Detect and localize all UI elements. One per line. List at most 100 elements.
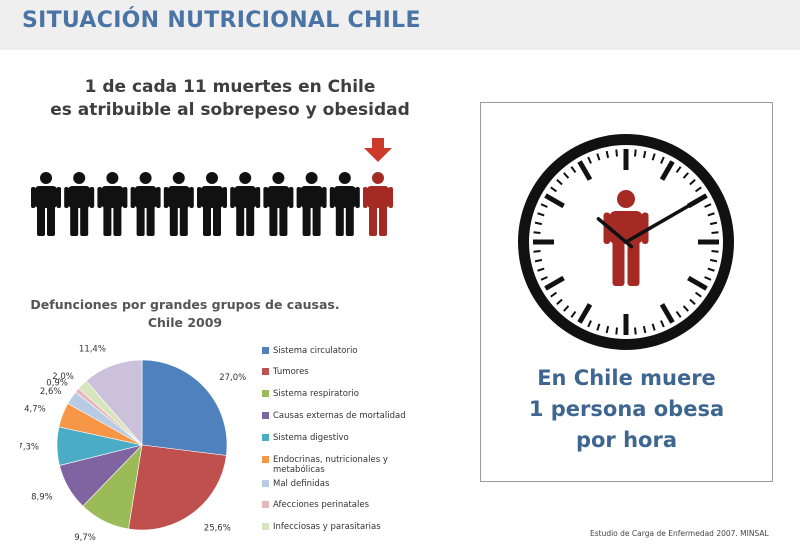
clock-minute-tick [563, 172, 570, 179]
clock-minute-tick [550, 291, 558, 298]
clock-minute-tick [534, 221, 543, 226]
clock-hour-tick [544, 193, 565, 209]
legend-swatch [262, 523, 269, 530]
clock-minute-tick [615, 149, 619, 157]
person-icon [163, 172, 194, 236]
down-arrow-icon [364, 138, 392, 162]
clock-hour-tick [687, 275, 708, 291]
clock-minute-tick [651, 153, 656, 161]
person-icon [197, 172, 227, 236]
legend-label: Tumores [273, 367, 309, 377]
clock-minute-tick [704, 276, 712, 281]
pie-data-label-1: 25,6% [204, 523, 231, 533]
clock-minute-tick [563, 305, 570, 312]
clock-minute-tick [533, 231, 541, 235]
clock-caption-line-3: por hora [575, 428, 678, 452]
legend-swatch [262, 480, 269, 487]
clock-minute-tick [694, 186, 702, 193]
pie-data-label-2: 9,7% [74, 533, 96, 543]
pie-chart-title-line-2: Chile 2009 [147, 315, 223, 330]
clock-minute-tick [537, 267, 545, 272]
person-icon [130, 172, 161, 236]
clock-minute-tick [660, 320, 665, 328]
pie-data-label-5: 4,7% [24, 404, 46, 414]
pie-data-label-9: 11,4% [79, 345, 106, 355]
clock-minute-tick [570, 166, 577, 174]
pie-data-label-0: 27,0% [219, 373, 246, 383]
legend-label: Endocrinas, nutricionales y metabólicas [273, 455, 388, 475]
pie-slice-1 [128, 444, 227, 531]
legend-swatch [262, 434, 269, 441]
clock-minute-tick [707, 212, 715, 217]
clock-minute-tick [556, 298, 563, 305]
clock-panel: En Chile muere 1 persona obesa por hora [480, 102, 773, 482]
clock-hour-tick [577, 303, 593, 324]
legend-label: Sistema circulatorio [273, 346, 358, 356]
clock-minute-tick [711, 249, 719, 253]
clock-minute-tick [682, 172, 689, 179]
clock-minute-tick [534, 258, 543, 263]
clock-minute-tick [615, 327, 619, 335]
clock-minute-tick [704, 203, 712, 208]
clock-minute-tick [689, 298, 696, 305]
clock-minute-tick [570, 310, 577, 318]
clock-minute-tick [711, 231, 719, 235]
clock-caption: En Chile muere 1 persona obesa por hora [481, 363, 772, 456]
clock-minute-tick [533, 249, 541, 253]
headline-line-2: es atribuible al sobrepeso y obesidad [50, 100, 410, 120]
clock-hour-hand [596, 217, 634, 249]
person-icon [97, 172, 128, 236]
legend-label: Afecciones perinatales [273, 500, 370, 510]
clock-minute-tick [660, 156, 665, 164]
clock-minute-tick [596, 153, 601, 161]
clock-minute-tick [694, 291, 702, 298]
clock-minute-tick [709, 221, 718, 226]
headline: 1 de cada 11 muertes en Chile es atribui… [20, 76, 440, 122]
clock-minute-tick [540, 276, 548, 281]
clock-minute-tick [540, 203, 548, 208]
source-note: Estudio de Carga de Enfermedad 2007. MIN… [590, 529, 769, 538]
legend-swatch [262, 412, 269, 419]
pie-slice-9 [85, 359, 143, 446]
headline-line-1: 1 de cada 11 muertes en Chile [84, 77, 376, 97]
clock-minute-tick [605, 325, 610, 334]
pie-data-label-3: 8,9% [31, 492, 53, 502]
page-title: SITUACIÓN NUTRICIONAL CHILE [22, 8, 421, 33]
header-bar: SITUACIÓN NUTRICIONAL CHILE [0, 0, 800, 50]
pie-data-label-8: 2,0% [52, 372, 74, 382]
legend-swatch [262, 368, 269, 375]
legend-label: Sistema respiratorio [273, 389, 359, 399]
person-icon [296, 172, 327, 236]
legend-label: Mal definidas [273, 479, 330, 489]
clock-minute-tick [633, 327, 637, 335]
clock-minute-tick [596, 323, 601, 331]
clock-minute-tick [550, 186, 558, 193]
pie-data-label-6: 2,6% [40, 387, 62, 397]
clock-minute-tick [556, 179, 563, 186]
pie-chart-title-line-1: Defunciones por grandes grupos de causas… [30, 297, 340, 312]
person-icon [64, 172, 95, 236]
clock-minute-tick [642, 150, 647, 159]
pie-slice-0 [141, 359, 228, 456]
person-icon [230, 172, 261, 236]
pie-data-label-4: 7,3% [20, 442, 39, 452]
clock-caption-line-2: 1 persona obesa [528, 397, 725, 421]
clock-minute-tick [651, 323, 656, 331]
legend-swatch [262, 390, 269, 397]
legend-swatch [262, 456, 269, 463]
legend-label: Infecciosas y parasitarias [273, 522, 381, 532]
clock-hour-tick [659, 160, 675, 181]
person-icon [31, 172, 61, 236]
clock-minute-tick [689, 179, 696, 186]
clock-hour-tick [544, 275, 565, 291]
legend-label: Causas externas de mortalidad [273, 411, 406, 421]
clock-icon [518, 134, 734, 350]
clock-minute-tick [587, 320, 592, 328]
clock-minute-tick [682, 305, 689, 312]
legend-swatch [262, 501, 269, 508]
clock-hour-tick [577, 160, 593, 181]
pie-chart-title: Defunciones por grandes grupos de causas… [20, 296, 350, 332]
legend-swatch [262, 347, 269, 354]
clock-caption-line-1: En Chile muere [537, 366, 716, 390]
people-row [31, 138, 393, 236]
